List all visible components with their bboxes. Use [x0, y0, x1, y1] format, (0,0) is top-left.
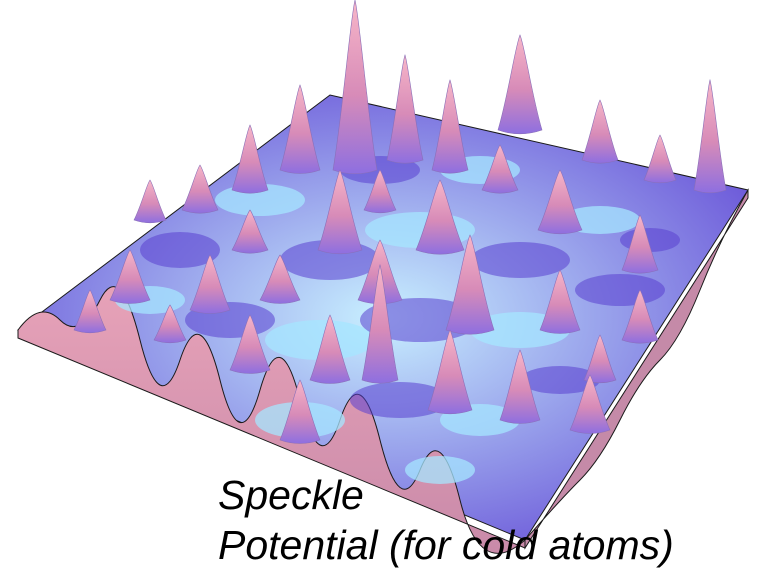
speckle-peak: [153, 304, 187, 344]
speckle-peak: [497, 34, 543, 135]
speckle-peak: [361, 263, 399, 384]
speckle-peak: [386, 54, 424, 164]
surface-valley-patch: [520, 366, 600, 394]
surface-front-edge-right: [524, 188, 749, 550]
speckle-peak: [279, 379, 321, 444]
speckle-peak: [279, 84, 321, 174]
speckle-peak: [181, 164, 219, 214]
speckle-peak: [109, 249, 151, 304]
speckle-peak: [583, 334, 617, 384]
speckle-peak: [445, 234, 495, 335]
speckle-peak: [189, 254, 231, 314]
speckle-peak: [621, 289, 659, 344]
speckle-peak: [309, 314, 351, 384]
speckle-peak: [73, 289, 107, 334]
figure-caption: Speckle Potential (for cold atoms): [218, 470, 674, 570]
speckle-peak: [427, 329, 473, 415]
speckle-peak: [581, 99, 619, 164]
speckle-peak: [499, 349, 541, 424]
caption-line-2: Potential (for cold atoms): [218, 522, 674, 568]
speckle-peak: [231, 124, 269, 194]
surface-valley-patch: [265, 320, 375, 360]
speckle-peak: [537, 169, 583, 235]
speckle-peak: [133, 179, 167, 224]
surface-valley-patch: [350, 382, 450, 418]
surface-valley-patch: [215, 184, 305, 216]
surface-valley-patch: [575, 274, 665, 306]
speckle-peak: [332, 0, 378, 175]
speckle-peak: [569, 374, 611, 434]
speckle-peak: [693, 78, 727, 194]
speckle-peak: [431, 79, 469, 174]
speckle-peak: [259, 254, 301, 304]
surface-valley-patch: [470, 242, 570, 278]
speckle-peak: [643, 134, 677, 184]
speckle-peak: [363, 169, 397, 214]
speckle-peak: [481, 144, 519, 194]
speckle-peak: [229, 314, 271, 374]
speckle-peak: [317, 169, 363, 255]
speckle-peak: [415, 179, 465, 255]
surface-valley-patch: [140, 232, 220, 268]
speckle-peak: [539, 269, 581, 334]
surface-valley-patch: [405, 456, 475, 484]
speckle-peak: [231, 209, 269, 254]
speckle-peak: [621, 214, 659, 274]
caption-line-1: Speckle: [218, 472, 364, 518]
